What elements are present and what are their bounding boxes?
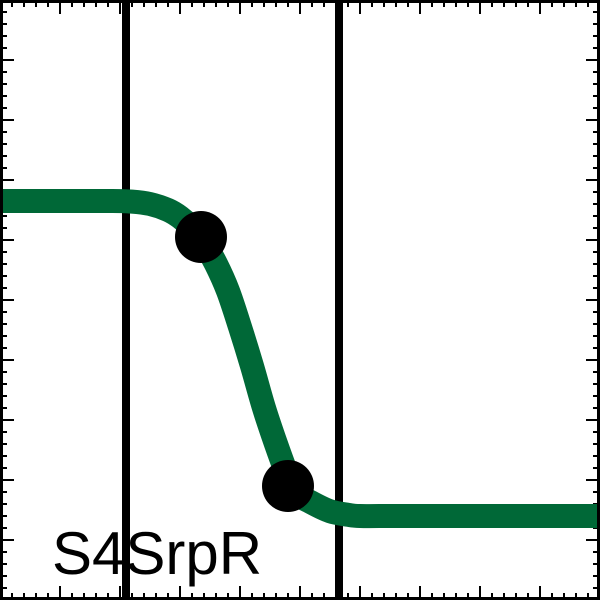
data-marker: [175, 211, 227, 263]
data-markers: [175, 211, 314, 512]
vertical-reference-lines: [122, 0, 343, 600]
data-marker: [262, 460, 314, 512]
sigmoid-curve: [0, 188, 600, 529]
chart-label: S4SrpR: [52, 520, 262, 587]
